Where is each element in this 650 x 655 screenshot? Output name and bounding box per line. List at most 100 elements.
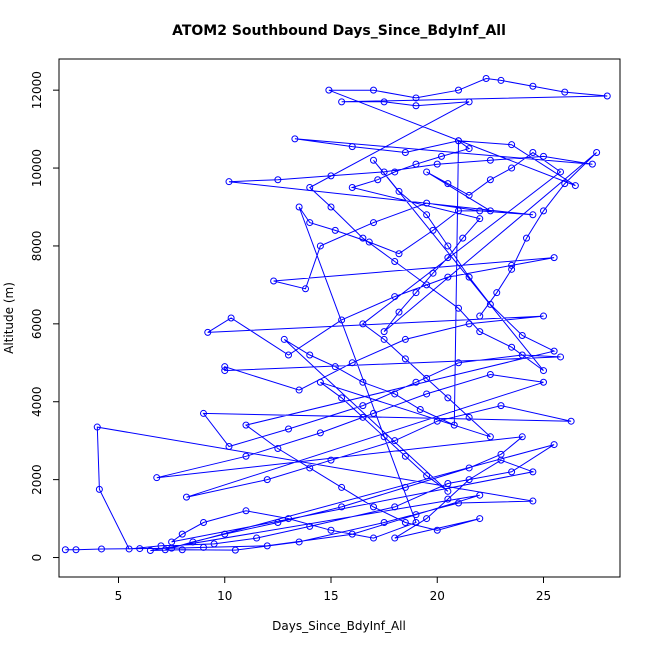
data-point <box>486 176 494 184</box>
data-point <box>348 359 356 367</box>
y-tick-label: 8000 <box>30 231 44 262</box>
data-point <box>242 507 250 515</box>
data-point <box>348 184 356 192</box>
data-point <box>450 421 458 429</box>
data-point <box>331 363 339 371</box>
data-point <box>561 88 569 96</box>
data-point <box>465 464 473 472</box>
data-point <box>295 203 303 211</box>
data-point <box>412 102 420 110</box>
data-point <box>395 308 403 316</box>
data-point <box>508 468 516 476</box>
data-point <box>391 534 399 542</box>
data-point <box>455 499 462 507</box>
data-point <box>331 226 339 234</box>
data-point <box>306 184 314 192</box>
data-point <box>200 409 207 417</box>
data-point <box>183 493 190 501</box>
data-point <box>567 417 575 425</box>
data-point <box>493 289 501 297</box>
data-point <box>429 226 437 234</box>
data-point <box>593 148 601 156</box>
data-point <box>391 390 399 398</box>
data-point <box>391 503 399 511</box>
data-point <box>497 76 505 84</box>
data-point <box>486 370 494 378</box>
data-point <box>295 538 303 546</box>
data-point <box>380 518 388 526</box>
data-point <box>72 546 80 554</box>
data-point <box>438 152 445 160</box>
x-tick-label: 15 <box>323 589 338 603</box>
data-point <box>486 300 494 308</box>
data-point <box>518 332 526 340</box>
data-point <box>540 378 547 386</box>
data-point <box>412 160 420 168</box>
data-point <box>508 343 516 351</box>
data-point <box>380 335 388 343</box>
data-point <box>476 328 484 336</box>
data-point <box>270 277 278 285</box>
data-point <box>189 538 197 546</box>
data-point <box>444 273 452 281</box>
data-point <box>459 234 467 242</box>
data-point <box>285 515 292 523</box>
plot-frame <box>58 58 621 578</box>
data-point <box>125 545 133 553</box>
data-point <box>391 293 399 301</box>
data-point <box>61 546 69 554</box>
data-point <box>529 468 537 476</box>
data-point <box>529 211 537 219</box>
data-point <box>465 413 473 421</box>
data-point <box>295 386 303 394</box>
data-point <box>370 156 377 164</box>
data-point <box>486 156 494 164</box>
data-point <box>401 148 409 156</box>
data-point <box>274 518 282 526</box>
data-point <box>306 219 314 227</box>
data-point <box>285 351 292 359</box>
data-point <box>444 495 452 503</box>
data-point <box>221 530 229 538</box>
data-point <box>200 543 207 551</box>
data-point <box>316 378 324 386</box>
data-point <box>529 82 537 90</box>
data-point <box>433 160 441 168</box>
data-point <box>412 511 420 519</box>
data-point <box>540 152 547 160</box>
data-point <box>157 542 165 550</box>
data-point <box>455 359 462 367</box>
data-point <box>325 86 333 94</box>
data-point <box>476 215 484 223</box>
data-point <box>423 390 431 398</box>
data-point <box>280 335 288 343</box>
data-point <box>529 148 537 156</box>
data-point <box>465 145 473 153</box>
data-point <box>412 94 420 102</box>
data-point <box>518 351 526 359</box>
y-tick-label: 0 <box>30 554 44 562</box>
data-point <box>497 402 505 410</box>
y-axis: 0 2000 4000 6000 8000 10000 12000 <box>30 71 59 561</box>
data-point <box>465 476 473 484</box>
x-axis-label: Days_Since_BdyInf_All <box>272 619 406 633</box>
data-point <box>348 530 356 538</box>
data-point <box>588 160 596 168</box>
data-point <box>242 421 250 429</box>
data-point <box>444 254 452 262</box>
data-point <box>540 367 547 375</box>
data-point <box>423 515 431 523</box>
data-point <box>338 98 346 106</box>
data-point <box>401 483 409 491</box>
data-point <box>557 168 564 176</box>
data-point <box>263 542 271 550</box>
data-point <box>98 545 105 553</box>
data-point <box>540 207 547 215</box>
data-point <box>274 444 282 452</box>
x-tick-label: 25 <box>536 589 551 603</box>
data-point <box>550 441 558 449</box>
data-point <box>263 476 271 484</box>
data-point <box>348 143 356 151</box>
